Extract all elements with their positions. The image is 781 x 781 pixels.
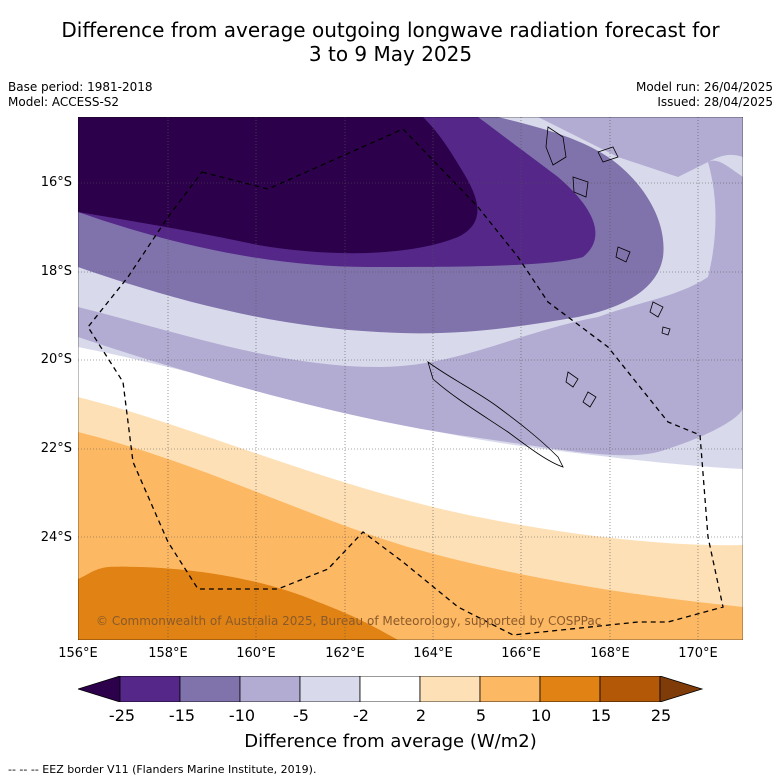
lon-label-168e: 168°E [590,646,630,661]
colorbar-extend-high [659,676,704,702]
lon-label-162e: 162°E [325,646,365,661]
cb-tick-1: -15 [168,706,196,725]
coastlines [427,126,671,468]
cb-tick-9: 25 [650,706,672,725]
cb-tick-2: -10 [228,706,256,725]
meta-right: Model run: 26/04/2025 Issued: 28/04/2025 [636,80,773,110]
forecast-map [78,117,743,640]
vanuatu-coast-5 [649,301,664,318]
lat-label-22s: 22°S [40,441,72,456]
vanuatu-coast-6 [661,326,671,336]
band-plus10 [78,566,398,640]
colorbar-label: Difference from average (W/m2) [244,731,537,752]
vanuatu-coast-2 [572,176,589,198]
cb-tick-7: 10 [530,706,552,725]
eez-footnote: -- -- -- EEZ border V11 (Flanders Marine… [8,763,317,776]
meta-left: Base period: 1981-2018 Model: ACCESS-S2 [8,80,153,110]
cb-tick-5: 2 [415,706,427,725]
base-period: Base period: 1981-2018 [8,80,153,94]
lat-label-16s: 16°S [40,175,72,190]
lat-label-18s: 18°S [40,264,72,279]
vanuatu-coast-1 [545,126,567,166]
colorbar-segment [359,676,421,702]
band-minus10-ne [538,117,743,177]
vanuatu-coast-3 [597,146,619,163]
colorbar-segment [299,676,361,702]
lon-label-166e: 166°E [501,646,541,661]
issued-date: Issued: 28/04/2025 [657,95,773,109]
lon-label-164e: 164°E [413,646,453,661]
colorbar [78,676,704,702]
colorbar-segment [599,676,661,702]
cb-tick-4: -2 [353,706,369,725]
copyright-notice: © Commonwealth of Australia 2025, Bureau… [96,614,602,628]
lon-label-160e: 160°E [236,646,276,661]
cb-tick-6: 5 [475,706,487,725]
lon-label-158e: 158°E [148,646,188,661]
colorbar-extend-low [78,676,121,702]
new-caledonia-coast [427,360,564,468]
colorbar-segment [479,676,541,702]
model-name: Model: ACCESS-S2 [8,95,120,109]
cb-tick-3: -5 [293,706,309,725]
lon-label-170e: 170°E [678,646,718,661]
loyalty-islands-coast [565,371,597,408]
colorbar-segment [179,676,241,702]
chart-title: Difference from average outgoing longwav… [0,18,781,66]
colorbar-segment [119,676,181,702]
title-line-2: 3 to 9 May 2025 [308,42,473,66]
lon-label-156e: 156°E [58,646,98,661]
colorbar-segment [419,676,481,702]
lat-label-24s: 24°S [40,530,72,545]
cb-tick-8: 15 [590,706,612,725]
model-run: Model run: 26/04/2025 [635,80,773,94]
eez-border [87,128,724,636]
lat-label-20s: 20°S [40,352,72,367]
colorbar-segment [239,676,301,702]
colorbar-segment [539,676,601,702]
vanuatu-coast-4 [615,246,631,263]
title-line-1: Difference from average outgoing longwav… [61,18,720,42]
cb-tick-0: -25 [108,706,136,725]
band-below-minus25 [78,117,478,254]
